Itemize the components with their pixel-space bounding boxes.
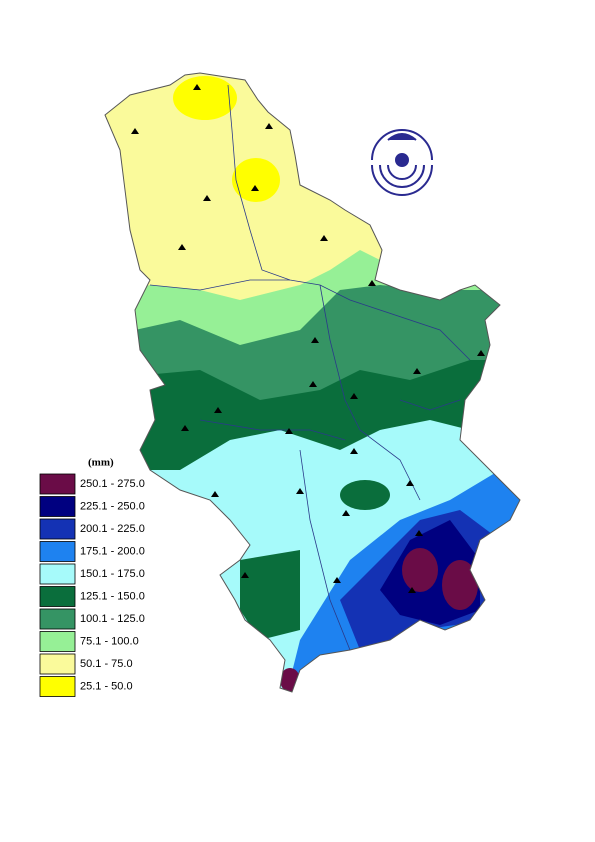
legend-swatch (39, 563, 76, 585)
legend-label: 200.1 - 225.0 (80, 523, 145, 535)
legend-swatch (39, 676, 76, 697)
legend-swatch (39, 586, 76, 607)
legend-label: 125.1 - 150.0 (80, 590, 145, 602)
legend-swatch (39, 541, 76, 562)
legend: 250.1 - 275.0 225.1 - 250.0 200.1 - 225.0 1… (39, 473, 145, 697)
legend-swatch (39, 496, 76, 517)
zone (173, 76, 237, 120)
legend-label: 50.1 - 75.0 (80, 658, 133, 670)
legend-swatch (39, 608, 76, 630)
stations (131, 84, 485, 593)
legend-swatch (39, 631, 76, 652)
legend-label: 100.1 - 125.0 (80, 613, 145, 625)
logo (371, 129, 433, 196)
zone (340, 480, 390, 510)
zone (240, 550, 300, 640)
legend-label: 75.1 - 100.0 (80, 635, 139, 647)
precipitation-zones (105, 73, 520, 692)
zone (442, 560, 478, 610)
legend-swatch (39, 473, 76, 495)
legend-swatch (39, 653, 76, 675)
legend-label: 250.1 - 275.0 (80, 478, 145, 490)
legend-title: (mm) (88, 457, 114, 469)
legend-label: 175.1 - 200.0 (80, 545, 145, 557)
legend-label: 150.1 - 175.0 (80, 568, 145, 580)
zone (232, 158, 280, 202)
zone (402, 548, 438, 592)
rivers (149, 84, 471, 651)
legend-label: 225.1 - 250.0 (80, 500, 145, 512)
legend-label: 25.1 - 50.0 (80, 680, 133, 692)
legend-swatch (39, 518, 76, 540)
